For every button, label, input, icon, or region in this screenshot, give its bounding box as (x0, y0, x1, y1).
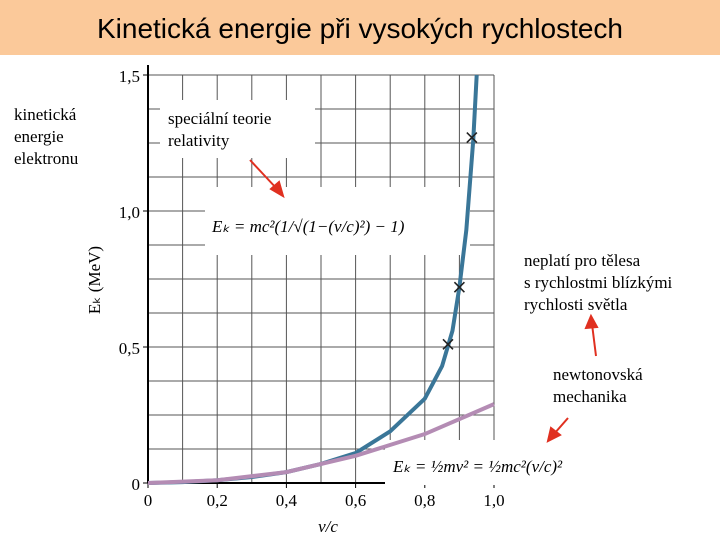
annotation: elektronu (14, 149, 79, 168)
y-tick-label: 0 (132, 475, 141, 494)
annotation: speciální teorie (168, 109, 271, 128)
arrows (249, 159, 599, 443)
y-axis-label: Eₖ (MeV) (85, 246, 104, 314)
annotation: rychlosti světla (524, 295, 628, 314)
x-tick-label: 0,6 (345, 491, 366, 510)
annotation: s rychlostmi blízkými (524, 273, 673, 292)
formula: Eₖ = mc²(1/√(1−(v/c)²) − 1) (211, 217, 405, 236)
x-tick-label: 0,4 (276, 491, 298, 510)
x-tick-label: 1,0 (483, 491, 504, 510)
annotation: newtonovská (553, 365, 643, 384)
title-bar (0, 0, 720, 55)
cross-point (442, 338, 454, 350)
annotation: neplatí pro tělesa (524, 251, 641, 270)
annotation: mechanika (553, 387, 627, 406)
y-tick-label: 1,0 (119, 203, 140, 222)
x-axis-label: v/c (318, 517, 338, 536)
annotation: kinetická (14, 105, 77, 124)
title: Kinetická energie při vysokých rychloste… (97, 13, 623, 44)
formula: Eₖ = ½mv² = ½mc²(v/c)² (392, 457, 563, 476)
formula-box (205, 187, 470, 255)
annotation: energie (14, 127, 64, 146)
curve (147, 402, 495, 485)
cross-point (466, 131, 478, 144)
arrow (591, 323, 597, 357)
arrow-head (269, 180, 285, 199)
x-tick-label: 0,2 (207, 491, 228, 510)
arrow-head (546, 426, 562, 443)
y-tick-label: 0,5 (119, 339, 140, 358)
y-tick-label: 1,5 (119, 67, 140, 86)
label-box (160, 100, 315, 158)
x-tick-label: 0 (144, 491, 153, 510)
annotation: relativity (168, 131, 230, 150)
arrow (249, 159, 279, 191)
cross-point (453, 281, 465, 293)
x-tick-label: 0,8 (414, 491, 435, 510)
arrow-head (584, 313, 599, 330)
formula-box (385, 440, 640, 485)
